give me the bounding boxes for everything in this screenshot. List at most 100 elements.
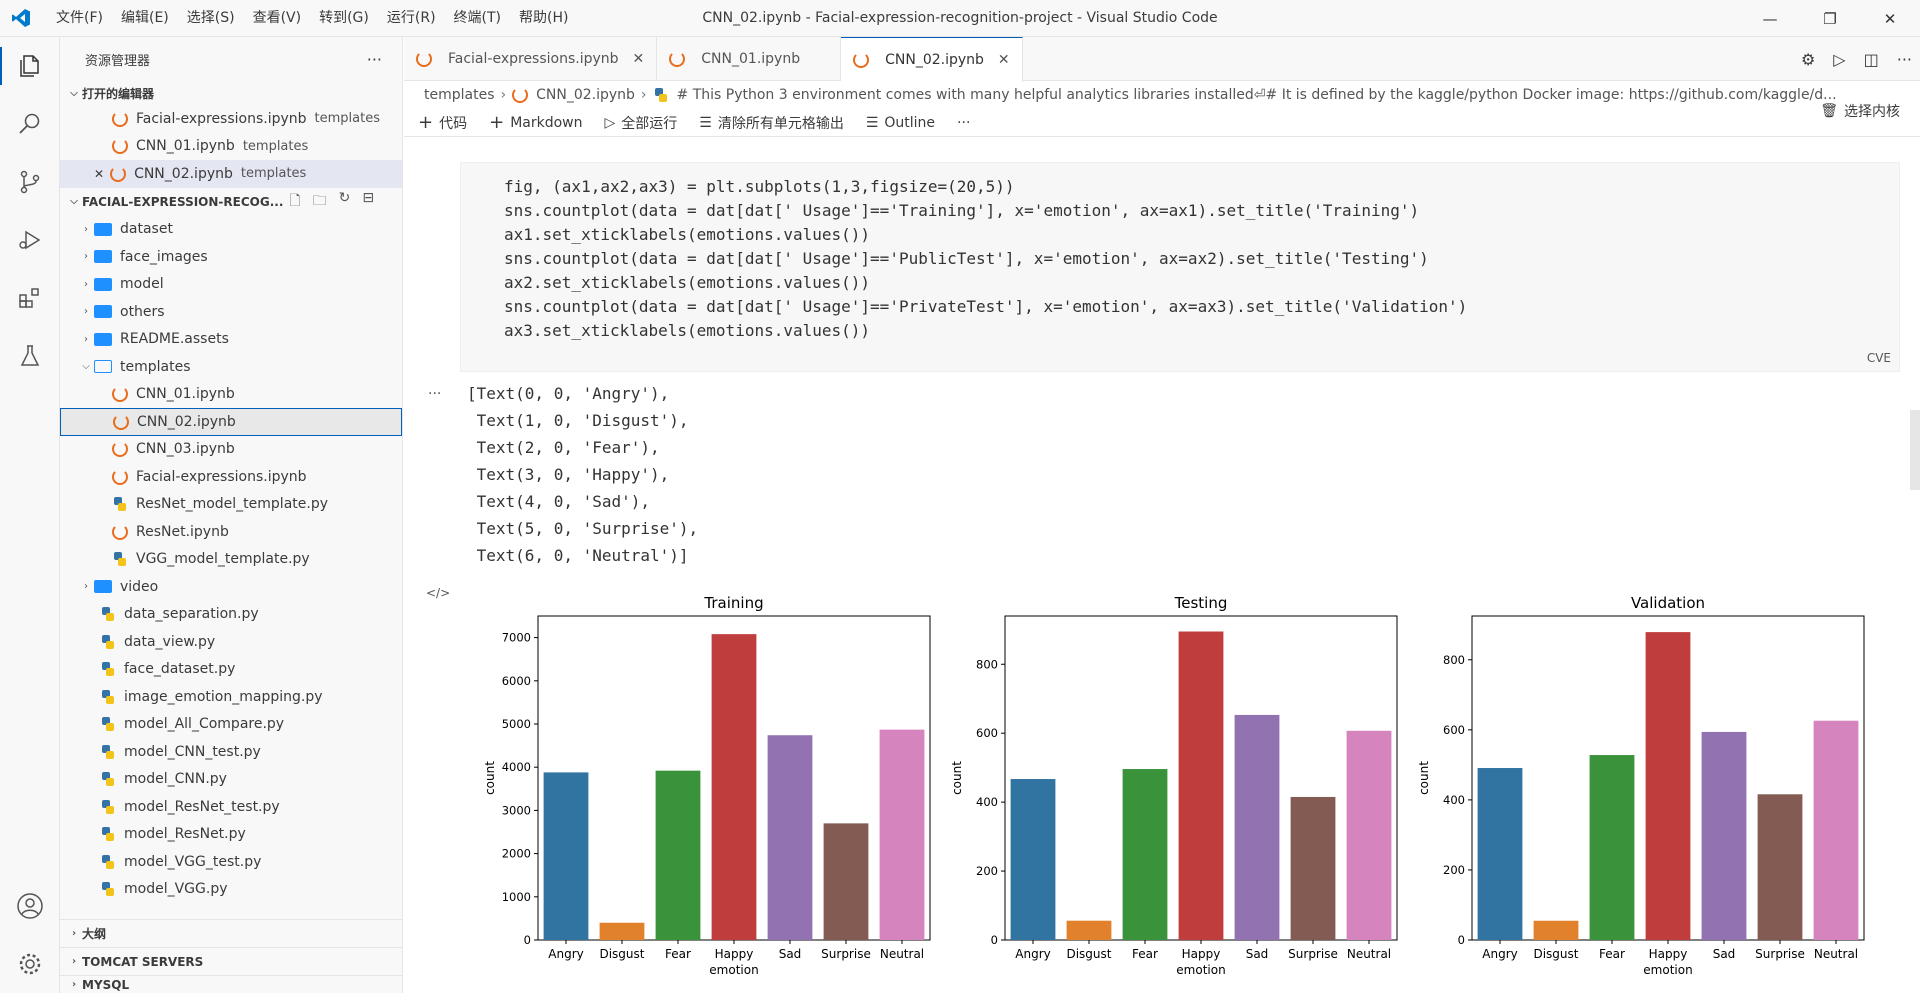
bar: [711, 634, 757, 940]
folder-item[interactable]: › face_images: [60, 243, 402, 271]
add-markdown-button[interactable]: + Markdown: [489, 112, 583, 133]
y-tick-label: 2000: [502, 847, 531, 861]
account-icon[interactable]: [0, 877, 60, 935]
source-control-icon[interactable]: [0, 153, 60, 211]
python-file-icon: [102, 744, 114, 759]
chevron-right-icon: ›: [84, 223, 88, 235]
open-editor-item[interactable]: Facial-expressions.ipynb templates: [60, 105, 402, 133]
folder-item[interactable]: › model: [60, 271, 402, 299]
select-kernel-button[interactable]: 🗑 选择内核: [1820, 103, 1900, 120]
x-tick-label: Surprise: [821, 947, 871, 961]
bar: [1346, 730, 1392, 940]
breadcrumb-file[interactable]: CNN_02.ipynb: [536, 87, 635, 103]
open-editors-header[interactable]: ⌵ 打开的编辑器: [60, 81, 402, 105]
output-code-icon[interactable]: </>: [426, 586, 451, 600]
close-icon[interactable]: ✕: [632, 51, 645, 67]
chevron-right-icon: ›: [84, 306, 88, 318]
file-item[interactable]: ResNet.ipynb: [60, 518, 402, 546]
folder-item[interactable]: ⌵ templates: [60, 353, 402, 381]
breadcrumb-cell[interactable]: # This Python 3 environment comes with m…: [676, 87, 1837, 103]
close-icon[interactable]: ✕: [94, 166, 105, 181]
breadcrumb-folder[interactable]: templates: [424, 87, 495, 103]
python-file-icon: [102, 689, 114, 704]
new-folder-icon[interactable]: 🗀: [312, 192, 327, 209]
settings-gear-icon[interactable]: [0, 935, 60, 993]
editor-tab[interactable]: CNN_01.ipynb: [657, 37, 842, 81]
x-axis-label: emotion: [709, 963, 758, 977]
python-file-icon: [102, 634, 114, 649]
cell-language[interactable]: CVE: [1866, 351, 1891, 365]
extensions-icon[interactable]: [0, 269, 60, 327]
search-icon[interactable]: [0, 95, 60, 153]
file-item[interactable]: data_separation.py: [60, 601, 402, 629]
file-item[interactable]: Facial-expressions.ipynb: [60, 463, 402, 491]
file-item[interactable]: model_ResNet_test.py: [60, 793, 402, 821]
minimize-icon[interactable]: —: [1762, 9, 1778, 28]
open-editor-item[interactable]: CNN_01.ipynb templates: [60, 133, 402, 161]
add-code-button[interactable]: + 代码: [418, 112, 468, 133]
file-item[interactable]: model_CNN.py: [60, 766, 402, 794]
cell-code[interactable]: fig, (ax1,ax2,ax3) = plt.subplots(1,3,fi…: [504, 177, 1468, 340]
menu-item[interactable]: 文件(F): [56, 9, 103, 26]
file-item[interactable]: model_CNN_test.py: [60, 738, 402, 766]
explorer-icon[interactable]: [0, 37, 60, 95]
tree-item-label: image_emotion_mapping.py: [124, 688, 323, 705]
project-header[interactable]: ⌵ FACIAL-EXPRESSION-RECOG... 🗋 🗀 ↻ ⊟: [60, 188, 402, 216]
gear-icon[interactable]: ⚙: [1800, 49, 1816, 69]
outline-button[interactable]: ☰ Outline: [865, 114, 936, 131]
folder-item[interactable]: › README.assets: [60, 326, 402, 354]
menu-item[interactable]: 运行(R): [386, 9, 436, 26]
tomcat-section[interactable]: › TOMCAT SERVERS: [60, 947, 402, 975]
x-tick-label: Fear: [1132, 947, 1158, 961]
tab-label: CNN_02.ipynb: [885, 52, 984, 68]
close-icon[interactable]: ✕: [997, 52, 1010, 68]
editor-tab[interactable]: CNN_02.ipynb ✕: [841, 37, 1023, 82]
menu-item[interactable]: 终端(T): [453, 9, 502, 26]
folder-item[interactable]: › others: [60, 298, 402, 326]
scrollbar[interactable]: [1910, 410, 1920, 490]
file-item[interactable]: model_VGG_test.py: [60, 848, 402, 876]
clear-outputs-button[interactable]: ☰ 清除所有单元格输出: [699, 114, 844, 132]
run-icon[interactable]: ▷: [1833, 49, 1846, 69]
file-item[interactable]: CNN_01.ipynb: [60, 381, 402, 409]
file-item[interactable]: face_dataset.py: [60, 656, 402, 684]
mysql-section[interactable]: › MYSQL: [60, 975, 402, 993]
jupyter-file-icon: [112, 110, 128, 127]
file-item[interactable]: CNN_03.ipynb: [60, 436, 402, 464]
open-editor-item[interactable]: ✕ CNN_02.ipynb templates: [60, 160, 402, 188]
menu-item[interactable]: 转到(G): [319, 9, 369, 26]
file-item[interactable]: VGG_model_template.py: [60, 546, 402, 574]
file-item[interactable]: ResNet_model_template.py: [60, 491, 402, 519]
menu-item[interactable]: 帮助(H): [519, 9, 569, 26]
restore-icon[interactable]: ❐: [1823, 9, 1837, 28]
x-tick-label: Angry: [1482, 947, 1517, 961]
new-file-icon[interactable]: 🗋: [289, 192, 301, 209]
folder-item[interactable]: › dataset: [60, 216, 402, 244]
file-item[interactable]: data_view.py: [60, 628, 402, 656]
testing-flask-icon[interactable]: [0, 327, 60, 385]
file-item[interactable]: model_ResNet.py: [60, 821, 402, 849]
menu-item[interactable]: 编辑(E): [120, 9, 169, 26]
refresh-icon[interactable]: ↻: [338, 189, 351, 206]
output-menu-icon[interactable]: ···: [428, 386, 442, 402]
folder-item[interactable]: › video: [60, 573, 402, 601]
file-item[interactable]: model_VGG.py: [60, 876, 402, 904]
run-debug-icon[interactable]: [0, 211, 60, 269]
split-editor-icon[interactable]: ◫: [1863, 49, 1879, 69]
menu-item[interactable]: 查看(V): [252, 9, 302, 26]
window-title: CNN_02.ipynb - Facial-expression-recogni…: [702, 10, 1218, 26]
chevron-right-icon: ›: [84, 581, 88, 593]
file-item[interactable]: image_emotion_mapping.py: [60, 683, 402, 711]
close-window-icon[interactable]: ✕: [1883, 9, 1897, 28]
collapse-all-icon[interactable]: ⊟: [362, 189, 375, 206]
file-item[interactable]: CNN_02.ipynb: [60, 408, 402, 436]
more-actions-icon[interactable]: ···: [1896, 49, 1912, 69]
run-all-button[interactable]: ▷ 全部运行: [604, 114, 678, 132]
more-icon[interactable]: ···: [957, 114, 971, 131]
more-actions-icon[interactable]: ···: [366, 49, 382, 69]
outline-section[interactable]: › 大纲: [60, 919, 402, 947]
menu-item[interactable]: 选择(S): [186, 9, 235, 26]
code-cell[interactable]: fig, (ax1,ax2,ax3) = plt.subplots(1,3,fi…: [460, 162, 1900, 372]
file-item[interactable]: model_All_Compare.py: [60, 711, 402, 739]
editor-tab[interactable]: Facial-expressions.ipynb ✕: [404, 37, 658, 81]
